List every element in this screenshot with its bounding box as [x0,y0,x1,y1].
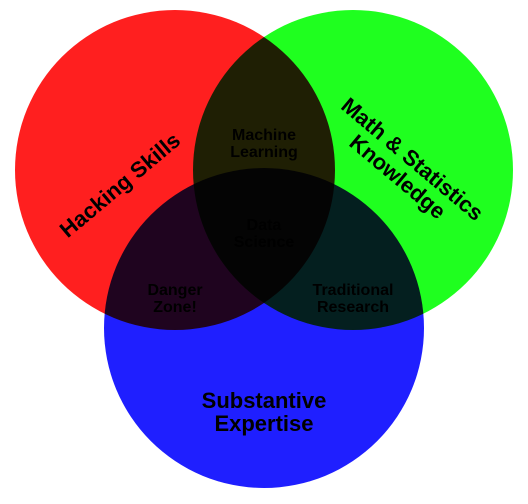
circle-substantive [104,168,424,488]
label-traditional: Traditional Research [313,283,394,317]
label-danger: Danger Zone! [147,283,202,317]
label-center: Data Science [234,218,294,252]
label-ml: Machine Learning [230,128,298,162]
label-substantive: Substantive Expertise [202,389,327,435]
venn-diagram: Hacking Skills Math & Statistics Knowled… [0,0,528,504]
